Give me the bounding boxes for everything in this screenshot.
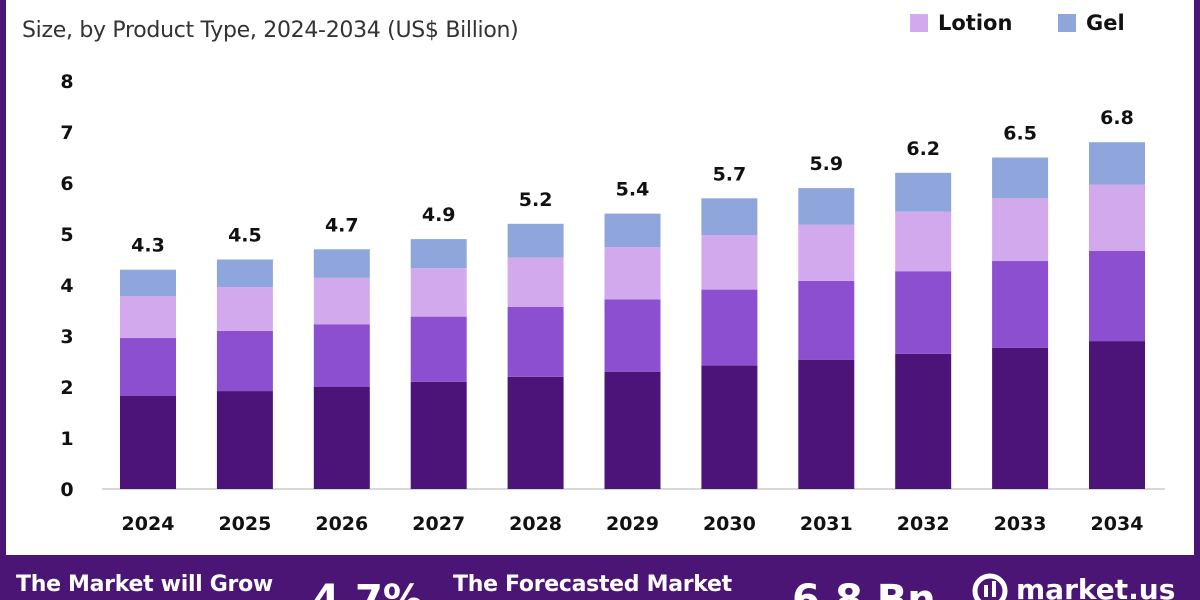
x-tick-label: 2025 bbox=[218, 513, 271, 535]
bar-segment bbox=[120, 395, 176, 489]
bar-segment bbox=[798, 224, 855, 281]
bar-segment bbox=[1089, 250, 1145, 342]
x-tick-label: 2030 bbox=[703, 513, 756, 535]
x-tick-label: 2033 bbox=[994, 513, 1047, 535]
bar-segment bbox=[216, 330, 273, 392]
bar-segment bbox=[798, 188, 855, 225]
y-tick-label: 3 bbox=[60, 326, 73, 348]
x-tick-label: 2029 bbox=[606, 513, 659, 535]
bar-total-label: 4.9 bbox=[422, 204, 456, 226]
bar-segment bbox=[216, 391, 273, 489]
legend-label-gel: Gel bbox=[1086, 11, 1125, 35]
y-tick-label: 8 bbox=[60, 71, 73, 93]
x-tick-label: 2034 bbox=[1091, 513, 1144, 535]
bar-segment bbox=[604, 247, 661, 300]
banner-forecast-text: The Forecasted Market bbox=[453, 572, 732, 597]
bar-total-label: 5.2 bbox=[519, 189, 553, 211]
stacked-bar-chart: 0 1 2 3 4 5 6 7 8 4.3 2024 4.5 2025 4.7 2026 4.9 2027 5.2… bbox=[60, 71, 1165, 535]
y-tick-label: 5 bbox=[60, 224, 73, 246]
bar-segment bbox=[216, 259, 273, 288]
bar-segment bbox=[1089, 184, 1145, 251]
bar-segment bbox=[701, 235, 758, 290]
bar-segment bbox=[507, 257, 564, 307]
bar-segment bbox=[120, 338, 176, 396]
bar-segment bbox=[604, 213, 661, 248]
legend-label-lotion: Lotion bbox=[938, 11, 1013, 35]
y-tick-label: 1 bbox=[60, 428, 73, 450]
x-tick-label: 2028 bbox=[509, 513, 562, 535]
bar-total-label: 6.5 bbox=[1003, 123, 1037, 145]
y-tick-label: 0 bbox=[60, 479, 73, 501]
bar-segment bbox=[313, 324, 370, 387]
right-frame-border bbox=[1194, 0, 1200, 555]
bar-segment bbox=[798, 359, 855, 489]
bar-segment bbox=[1089, 341, 1145, 489]
bar-segment bbox=[120, 269, 176, 297]
legend-swatch-gel bbox=[1058, 14, 1076, 32]
bar-segment bbox=[1089, 142, 1145, 185]
bar-segment bbox=[410, 268, 467, 317]
bar-segment bbox=[410, 381, 467, 489]
bar-segment bbox=[992, 198, 1049, 262]
bar-segment bbox=[313, 249, 370, 278]
chart-subtitle: Size, by Product Type, 2024-2034 (US$ Bi… bbox=[22, 18, 519, 43]
bar-segment bbox=[701, 365, 758, 489]
bar-segment bbox=[992, 157, 1049, 199]
x-tick-label: 2024 bbox=[122, 513, 175, 535]
bar-segment bbox=[701, 198, 758, 236]
bar-segment bbox=[216, 287, 273, 331]
bar-segment bbox=[507, 223, 564, 258]
bar-segment bbox=[120, 296, 176, 339]
bar-total-label: 4.5 bbox=[228, 225, 262, 247]
bar-segment bbox=[507, 376, 564, 489]
bar-segment bbox=[410, 316, 467, 382]
market-us-logo-text: market.us bbox=[1016, 573, 1176, 600]
bar-total-label: 5.4 bbox=[616, 179, 650, 201]
bar-segment bbox=[895, 271, 952, 354]
bar-total-label: 6.8 bbox=[1100, 107, 1134, 129]
bar-segment bbox=[604, 299, 661, 372]
bar-total-label: 5.9 bbox=[809, 153, 843, 175]
legend-swatch-lotion bbox=[910, 14, 928, 32]
x-tick-label: 2026 bbox=[315, 513, 368, 535]
banner-grow-text: The Market will Grow bbox=[16, 572, 273, 597]
bar-segment bbox=[410, 239, 467, 269]
y-tick-label: 2 bbox=[60, 377, 73, 399]
bar-total-label: 5.7 bbox=[713, 163, 747, 185]
bar-segment bbox=[701, 289, 758, 366]
y-tick-label: 7 bbox=[60, 122, 73, 144]
banner-forecast-value: 6.8 Bn bbox=[792, 577, 936, 600]
bar-segment bbox=[895, 353, 952, 489]
left-frame-border bbox=[0, 0, 6, 555]
bar-total-label: 6.2 bbox=[906, 138, 940, 160]
bar-total-label: 4.7 bbox=[325, 214, 359, 236]
x-tick-label: 2027 bbox=[412, 513, 465, 535]
bar-segment bbox=[798, 280, 855, 360]
bar-segment bbox=[604, 371, 661, 489]
bar-segment bbox=[313, 277, 370, 325]
y-tick-label: 6 bbox=[60, 173, 73, 195]
bar-segment bbox=[895, 172, 952, 212]
bar-segment bbox=[313, 387, 370, 489]
x-tick-label: 2032 bbox=[897, 513, 950, 535]
bar-total-label: 4.3 bbox=[131, 235, 165, 257]
legend-item-lotion: Lotion bbox=[910, 10, 1012, 36]
market-us-logo[interactable]: market.us bbox=[970, 571, 1175, 600]
y-tick-label: 4 bbox=[60, 275, 73, 297]
x-tick-label: 2031 bbox=[800, 513, 853, 535]
bar-segment bbox=[992, 261, 1049, 348]
summary-banner: The Market will Grow 4.7% The Forecasted… bbox=[0, 555, 1200, 600]
market-us-logo-icon bbox=[972, 573, 1008, 600]
bar-segment bbox=[507, 306, 564, 377]
bar-segment bbox=[895, 211, 952, 272]
banner-cagr-value: 4.7% bbox=[312, 577, 423, 600]
bar-segment bbox=[992, 347, 1049, 489]
legend-item-gel: Gel bbox=[1058, 10, 1125, 36]
